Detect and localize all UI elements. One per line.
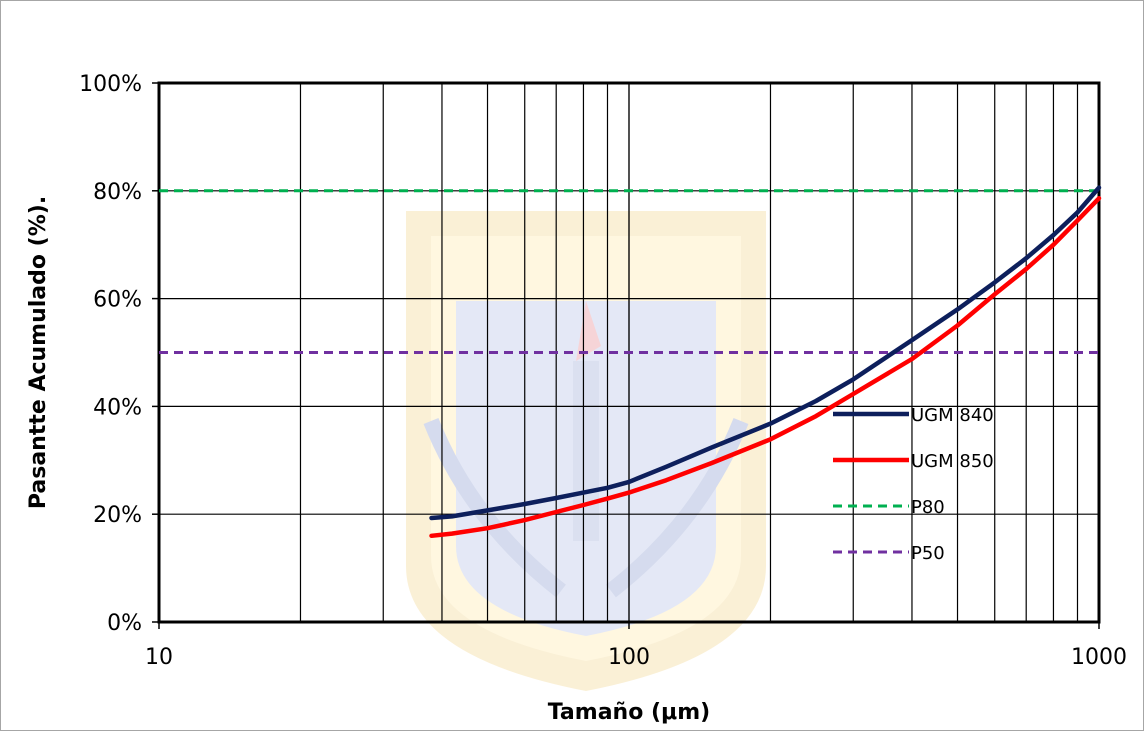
series-line-ugm-850: [429, 196, 1102, 539]
y-tick-label: 100%: [79, 72, 142, 97]
y-tick-label: 40%: [93, 395, 142, 420]
university-seal-watermark: [406, 211, 766, 691]
legend-label: UGM 840: [911, 405, 994, 426]
x-axis-ticks: 10 100 1000: [145, 622, 1127, 670]
reference-lines: [159, 189, 1099, 354]
x-tick-label: 100: [608, 645, 650, 670]
y-tick-label: 20%: [93, 503, 142, 528]
series-lines: [429, 185, 1102, 539]
x-tick-label: 10: [145, 645, 173, 670]
y-tick-label: 0%: [107, 611, 142, 636]
y-tick-label: 80%: [93, 180, 142, 205]
legend: UGM 840 UGM 850 P80 P50: [833, 405, 994, 564]
y-tick-label: 60%: [93, 288, 142, 313]
legend-label: P50: [911, 543, 945, 564]
x-tick-label: 1000: [1071, 645, 1127, 670]
y-axis-title: Pasantte Acumulado (%).: [26, 196, 51, 509]
legend-label: P80: [911, 497, 945, 518]
series-line-ugm-840: [429, 185, 1102, 521]
y-axis-ticks: 0% 20% 40% 60% 80% 100%: [79, 72, 159, 636]
x-axis-title: Tamaño (μm): [548, 700, 710, 725]
legend-label: UGM 850: [911, 451, 994, 472]
